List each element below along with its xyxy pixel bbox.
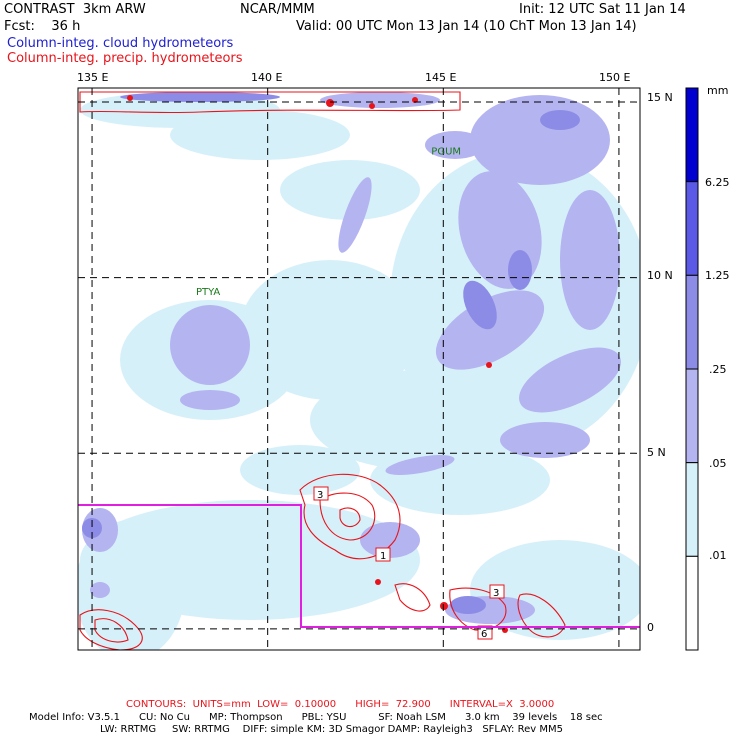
colorbar-segment [685,555,699,651]
colorbar-segment [685,274,699,370]
colorbar-label-.25: .25 [709,363,727,376]
field-precip-label: Column-integ. precip. hydrometeors [7,51,243,66]
latlon-grid [78,88,640,650]
precip-contours [79,91,566,650]
colorbar-label-.01: .01 [709,549,727,562]
lat-tick-15: 15 N [647,91,673,104]
contour-label: 3 [493,588,499,599]
colorbar-segment [685,181,699,276]
lat-tick-10: 10 N [647,269,673,282]
model-title: CONTRAST 3km ARW [4,2,146,17]
colorbar-unit: mm [707,84,729,97]
forecast-hour: Fcst: 36 h [4,19,81,34]
center-label: NCAR/MMM [240,2,315,17]
plot-frame [77,87,641,651]
contours-info: CONTOURS: UNITS=mm LOW= 0.10000 HIGH= 72… [126,699,555,710]
colorbar-label-.05: .05 [709,457,727,470]
init-time: Init: 12 UTC Sat 11 Jan 14 [519,2,686,17]
model-info-line2: LW: RRTMG SW: RRTMG DIFF: simple KM: 3D … [100,724,563,735]
contour-label: 1 [380,551,386,562]
station-markers: PGUM PTYA [196,147,461,298]
colorbar-segment [685,368,699,464]
nested-domain-outline [78,504,640,628]
lon-tick-140: 140 E [251,71,283,84]
model-info-line1: Model Info: V3.5.1 CU: No Cu MP: Thompso… [29,712,603,723]
cloud-dark-patches [82,92,580,614]
colorbar-segment [685,462,699,557]
colorbar-label-6.25: 6.25 [705,176,730,189]
colorbar-segment [685,87,699,183]
lon-tick-145: 145 E [425,71,457,84]
lat-tick-0: 0 [647,621,654,634]
contour-label: 3 [317,490,323,501]
colorbar-label-1.25: 1.25 [705,269,730,282]
cloud-field [78,92,640,650]
station-label: PGUM [431,147,461,158]
valid-time: Valid: 00 UTC Mon 13 Jan 14 (10 ChT Mon … [296,19,637,34]
colorbar [685,87,699,651]
lon-tick-135: 135 E [77,71,109,84]
lon-tick-150: 150 E [599,71,631,84]
station-label: PTYA [196,287,220,298]
contour-label: 6 [481,629,487,640]
lat-tick-5: 5 N [647,446,666,459]
field-cloud-label: Column-integ. cloud hydrometeors [7,36,234,51]
